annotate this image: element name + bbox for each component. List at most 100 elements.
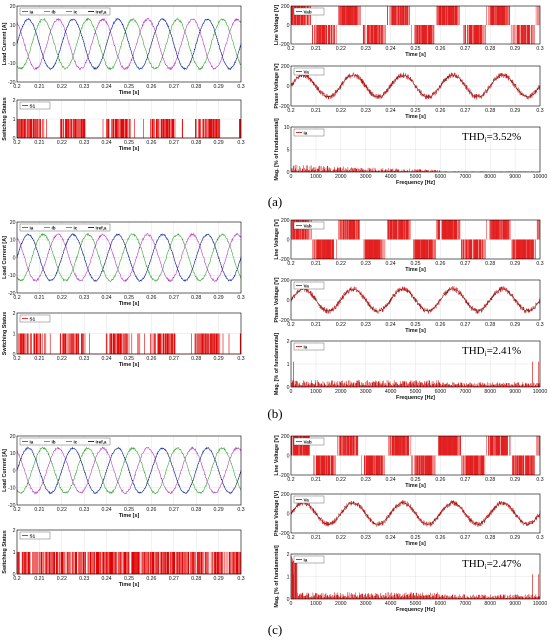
panel-0-spectrum-legend: ia [293, 128, 325, 137]
panel-0-phase-voltage-va-fundamental [290, 74, 541, 98]
panel-0-load-current-xtick-label: 0.29 [214, 84, 224, 90]
panel-0-line-voltage-xlabel: Time [s] [405, 52, 426, 58]
panel-2-switching-xtick-label: 0.23 [79, 576, 89, 582]
panel-0-spectrum-xtick-label: 7000 [460, 174, 472, 180]
panel-2-phase-voltage-xtick-label: 0.26 [435, 535, 445, 541]
panel-1-phase-voltage-ytick-label: 200 [281, 278, 290, 284]
panel-2-spectrum-legend-box [293, 555, 325, 564]
panel-2-spectrum-xtick-label: 2000 [335, 601, 347, 607]
panel-2-load-current-ytick-label: 10 [10, 451, 16, 457]
panel-2-load-current-ytick-label: 0 [13, 468, 16, 474]
panel-0-load-current-xtick-label: 0.23 [79, 84, 89, 90]
panel-2-switching-ylabel: Switching Status [2, 530, 8, 573]
panel-2-switching-xtick-label: 0.22 [57, 576, 67, 582]
panel-2-phase-voltage-xtick-label: 0.23 [361, 535, 371, 541]
panel-0-spectrum-thd-text: THD [462, 131, 485, 143]
panel-0-switching-xtick-label: 0.26 [146, 140, 156, 146]
panel-1-line-voltage-legend: Vab [293, 221, 325, 230]
panel-1-spectrum-xtick-label: 0 [290, 389, 293, 395]
panel-0-spectrum-axes: 0 1000 2000 3000 4000 5000 6000 7000 8000 9000 100… [274, 118, 547, 186]
panel-1-line-voltage-frame [290, 219, 541, 260]
panel-1-load-current-ytick-label: -10 [8, 273, 16, 279]
panel-1-line-voltage-axes: 0.2 0.21 0.22 0.23 0.24 0.25 0.26 0.27 0.28 0.29 0… [274, 218, 544, 273]
panel-1-load-current-legend-entry: ia [30, 225, 34, 230]
panel-1-load-current-xtick-label: 0.2 [13, 295, 20, 301]
panel-2-phase-voltage-xtick-label: 0.21 [311, 535, 321, 541]
panel-2-line-voltage-xtick-label: 0.3 [536, 477, 543, 483]
panel-1-load-current-ylabel: Load Current [A] [2, 236, 8, 279]
panel-0-load-current-legend: ia ib ic iref,a [19, 7, 111, 16]
panel-2-spectrum-xtick-label: 9000 [509, 601, 521, 607]
panel-2-spectrum-xtick-label: 10000 [533, 601, 548, 607]
panel-2-spectrum-ytick-label: 2 [287, 552, 290, 558]
panel-1-load-current-ib-line [16, 232, 242, 283]
panel-1-switching-legend: S1 [19, 314, 51, 323]
panel-1-spectrum-thd-sub: i [485, 350, 487, 358]
panel-1-line-voltage-xtick-label: 0.27 [460, 261, 470, 267]
panel-1-line-voltage-xtick-label: 0.3 [536, 261, 543, 267]
panel-1-spectrum-xtick-label: 1000 [310, 389, 322, 395]
panel-2-switching-xtick-label: 0.24 [102, 576, 112, 582]
panel-2-line-voltage-xtick-label: 0.2 [287, 477, 294, 483]
panel-0-phase-voltage-xtick-label: 0.29 [510, 108, 520, 114]
panel-1-load-current-xtick-label: 0.24 [102, 295, 112, 301]
panel-2-spectrum-ylabel: Mag. [% of fundamental] [274, 545, 280, 607]
panel-1-line-voltage-ytick-label: 0 [287, 237, 290, 243]
panel-0-load-current-legend-entry: ib [52, 9, 56, 14]
panel-2-spectrum-xlabel: Frequency [Hz] [396, 607, 435, 613]
panel-1-load-current-legend-entry: iref,a [96, 225, 107, 230]
panel-1-spectrum-thd-text: THD [462, 345, 485, 357]
panel-2-line-voltage-axes: 0.2 0.21 0.22 0.23 0.24 0.25 0.26 0.27 0.28 0.29 0… [274, 434, 544, 489]
panel-0-phase-voltage-ytick-label: 200 [281, 64, 290, 70]
panel-0-load-current-legend-entry: ic [74, 9, 78, 14]
panel-2-load-current-ytick-label: -10 [8, 486, 16, 492]
panel-2-spectrum-thd-sub: i [485, 563, 487, 571]
panel-1-switching-xtick-label: 0.21 [34, 356, 44, 362]
panel-0-load-current-xtick-label: 0.22 [57, 84, 67, 90]
panel-0-load-current-xtick-label: 0.28 [191, 84, 201, 90]
panel-2-switching-ytick-label: 2 [13, 528, 16, 534]
panel-2-load-current-ytick-label: -20 [8, 503, 16, 509]
panel-2-phase-voltage-axes: 0.2 0.21 0.22 0.23 0.24 0.25 0.26 0.27 0.28 0.29 0… [274, 491, 544, 547]
panel-2-load-current-xtick-label: 0.22 [57, 507, 67, 513]
panel-0-spectrum-xtick-label: 9000 [509, 174, 521, 180]
panel-0-switching-xlabel: Time [s] [119, 146, 140, 152]
panel-0-load-current-xtick-label: 0.25 [124, 84, 134, 90]
panel-0-line-voltage-xtick-label: 0.22 [336, 46, 346, 52]
panel-2-load-current-ytick-label: 20 [10, 434, 16, 440]
panel-0-switching-xtick-label: 0.2 [13, 140, 20, 146]
panel-1-phase-voltage-ytick-label: 0 [287, 298, 290, 304]
panel-1-spectrum-legend: ia [293, 342, 325, 351]
panel-0-switching-ylabel: Switching Status [2, 97, 8, 140]
panel-0-load-current-ic-line [16, 17, 242, 71]
panel-2-load-current-xtick-label: 0.23 [79, 507, 89, 513]
panel-0-switching-xtick-label: 0.29 [214, 140, 224, 146]
panel-0-phase-voltage-xtick-label: 0.24 [386, 108, 396, 114]
panel-2-line-voltage-xtick-label: 0.27 [460, 477, 470, 483]
panel-0-load-current-legend-box [19, 7, 111, 16]
panel-2-spectrum-xtick-label: 0 [290, 601, 293, 607]
panel-1-spectrum-xtick-label: 7000 [460, 389, 472, 395]
panel-2-spectrum-ytick-label: 0 [287, 597, 290, 603]
panel-2-line-voltage-ytick-label: -200 [279, 473, 289, 479]
panel-1-load-current-iref-line [16, 234, 242, 281]
panel-0-load-current-ytick-label: 10 [10, 23, 16, 29]
panel-1-load-current-xtick-label: 0.28 [191, 295, 201, 301]
panel-1-line-voltage-xtick-label: 0.28 [485, 261, 495, 267]
panel-1-line-voltage-ytick-label: 200 [281, 218, 290, 224]
panel-0-switching-xtick-label: 0.27 [169, 140, 179, 146]
panel-0-phase-voltage-axes: 0.2 0.21 0.22 0.23 0.24 0.25 0.26 0.27 0.28 0.29 0… [274, 63, 544, 120]
panel-1-load-current-ia-line [16, 232, 242, 283]
panel-0-spectrum-xlabel: Frequency [Hz] [396, 180, 435, 186]
panel-2-line-voltage-ytick-label: 0 [287, 453, 290, 459]
panel-2-load-current-legend-entry: ib [52, 439, 56, 444]
panel-2-phase-voltage-legend-box [293, 495, 325, 504]
panel-2-load-current-legend-box [19, 437, 111, 446]
panel-1-phase-voltage-ylabel: Phase Voltage [V] [274, 277, 280, 322]
panel-0-line-voltage-xtick-label: 0.28 [485, 46, 495, 52]
panel-2-phase-voltage-xlabel: Time [s] [405, 541, 426, 547]
panel-2-load-current-xtick-label: 0.2 [13, 507, 20, 513]
panel-0-spectrum-thd-sub: i [485, 136, 487, 144]
panel-0-load-current-xtick-label: 0.27 [169, 84, 179, 90]
panel-0-spectrum-ylabel: Mag. [% of fundamental] [274, 118, 280, 180]
